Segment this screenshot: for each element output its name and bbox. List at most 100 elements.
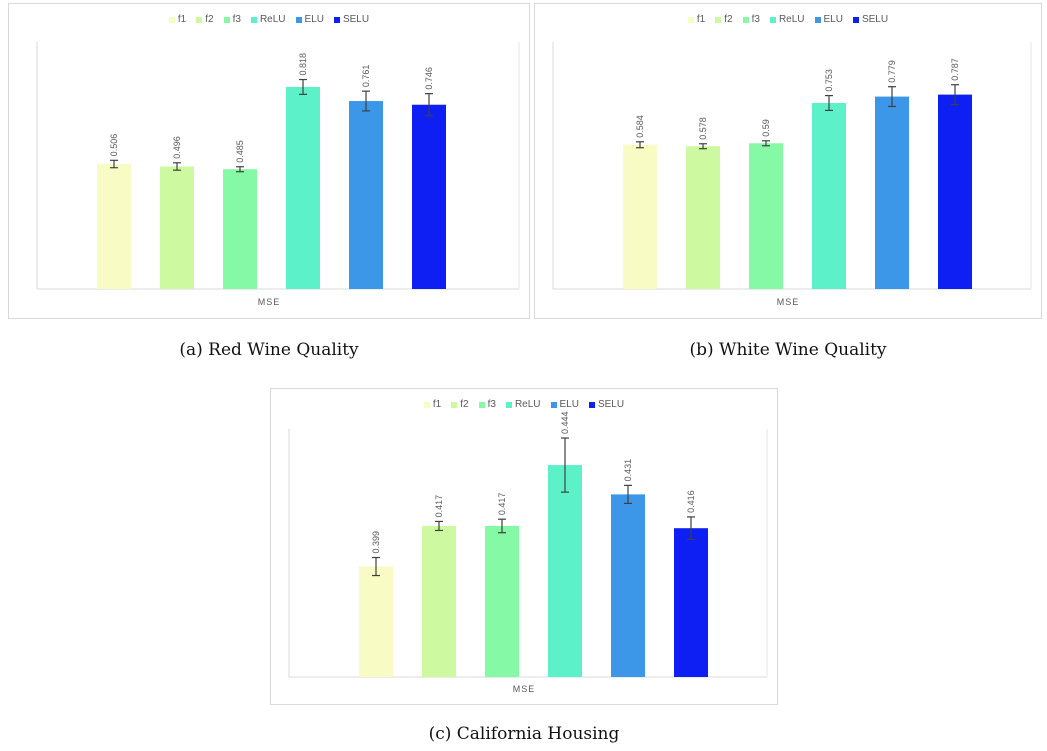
chart-legend: f1 f2 f3 ReLU ELU SELU [9, 14, 529, 25]
legend-swatch [742, 16, 749, 23]
legend-item-elu: ELU [814, 14, 843, 25]
bar-f1 [359, 566, 393, 677]
bar-f3 [485, 525, 519, 677]
x-category-label: MSE [512, 684, 536, 694]
error-bar-relu [825, 94, 833, 112]
legend-label: ReLU [514, 399, 541, 410]
data-label-selu: 0.746 [424, 67, 434, 90]
bar-f1 [623, 144, 657, 289]
data-label-relu: 0.818 [298, 53, 308, 76]
bar-elu [875, 96, 909, 289]
error-bar-f2 [435, 520, 443, 532]
data-label-f1: 0.584 [635, 115, 645, 138]
error-bar-f3 [236, 166, 244, 173]
legend-swatch [223, 16, 230, 23]
legend-label: f3 [232, 14, 241, 25]
data-label-f1: 0.506 [109, 134, 119, 157]
legend-label: ELU [304, 14, 324, 25]
bar-elu [349, 101, 383, 290]
data-label-f2: 0.496 [172, 136, 182, 159]
x-category-label: MSE [776, 297, 800, 307]
legend-swatch [687, 16, 694, 23]
caption-red-wine: (a) Red Wine Quality [179, 340, 359, 360]
legend-item-elu: ELU [295, 14, 324, 25]
data-label-elu: 0.779 [887, 60, 897, 83]
bar-f2 [686, 146, 720, 289]
bar-chart-red-wine: 0.506 0.496 0.485 0.818 0.761 0.746 [36, 42, 520, 290]
legend-label: SELU [861, 14, 889, 25]
legend-swatch [588, 401, 595, 408]
legend-swatch [814, 16, 821, 23]
legend-swatch [505, 401, 512, 408]
data-label-f1: 0.399 [371, 531, 381, 554]
bar-selu [938, 94, 972, 290]
bar-f3 [749, 143, 783, 289]
bar-f3 [223, 169, 257, 289]
bar-selu [674, 528, 708, 677]
data-label-selu: 0.416 [686, 490, 696, 513]
data-label-f2: 0.417 [434, 495, 444, 518]
bar-elu [611, 494, 645, 677]
legend-item-f1: f1 [168, 14, 186, 25]
bar-relu [548, 465, 582, 677]
bar-chart-white-wine: 0.584 0.578 0.59 0.753 0.779 0.787 [552, 42, 1032, 290]
legend-swatch [715, 16, 722, 23]
error-bar-selu [951, 84, 959, 106]
legend-swatch [423, 401, 430, 408]
legend-item-selu: SELU [333, 14, 370, 25]
legend-item-selu: SELU [588, 399, 625, 410]
chart-panel-california-housing: f1 f2 f3 ReLU ELU SELU 0.399 0.417 0.417 0.444 0.… [270, 388, 778, 705]
error-bar-f1 [110, 159, 118, 169]
legend-item-f3: f3 [478, 399, 496, 410]
bar-chart-california-housing: 0.399 0.417 0.417 0.444 0.431 0.416 [288, 411, 768, 678]
legend-label: f3 [487, 399, 496, 410]
caption-california-housing: (c) California Housing [428, 724, 620, 744]
legend-item-f3: f3 [742, 14, 760, 25]
legend-item-relu: ReLU [250, 14, 286, 25]
data-label-f3: 0.417 [497, 493, 507, 516]
legend-label: f3 [751, 14, 760, 25]
legend-label: ELU [823, 14, 843, 25]
error-bar-selu [425, 93, 433, 117]
data-label-selu: 0.787 [950, 58, 960, 81]
legend-label: SELU [342, 14, 370, 25]
error-bar-elu [888, 86, 896, 108]
bar-relu [812, 103, 846, 289]
data-label-f2: 0.578 [698, 117, 708, 140]
bar-relu [286, 86, 320, 289]
bar-selu [412, 104, 446, 289]
legend-swatch [250, 16, 257, 23]
data-label-elu: 0.431 [623, 459, 633, 482]
error-bar-f3 [498, 518, 506, 534]
error-bar-f2 [699, 143, 707, 150]
legend-label: ReLU [778, 14, 805, 25]
bar-f1 [97, 164, 131, 289]
legend-item-f3: f3 [223, 14, 241, 25]
legend-item-f2: f2 [715, 14, 733, 25]
error-bar-f3 [762, 140, 770, 147]
chart-panel-white-wine: f1 f2 f3 ReLU ELU SELU 0.584 0.578 0.59 0.753 0.7… [534, 3, 1042, 319]
legend-swatch [333, 16, 340, 23]
legend-item-f1: f1 [423, 399, 441, 410]
legend-swatch [168, 16, 175, 23]
legend-label: SELU [597, 399, 625, 410]
error-bar-relu [561, 437, 569, 493]
legend-item-elu: ELU [550, 399, 579, 410]
data-label-elu: 0.761 [361, 65, 371, 88]
legend-swatch [295, 16, 302, 23]
legend-label: ELU [559, 399, 579, 410]
data-label-f3: 0.485 [235, 140, 245, 163]
bar-f2 [160, 166, 194, 289]
chart-legend: f1 f2 f3 ReLU ELU SELU [535, 14, 1041, 25]
caption-white-wine: (b) White Wine Quality [689, 340, 887, 360]
legend-item-f2: f2 [196, 14, 214, 25]
legend-label: f2 [724, 14, 733, 25]
legend-label: f1 [696, 14, 706, 25]
data-label-relu: 0.444 [560, 411, 570, 434]
error-bar-elu [624, 484, 632, 505]
legend-item-f1: f1 [687, 14, 706, 25]
legend-swatch [550, 401, 557, 408]
data-label-relu: 0.753 [824, 69, 834, 92]
legend-item-relu: ReLU [505, 399, 541, 410]
error-bar-f1 [372, 556, 380, 577]
